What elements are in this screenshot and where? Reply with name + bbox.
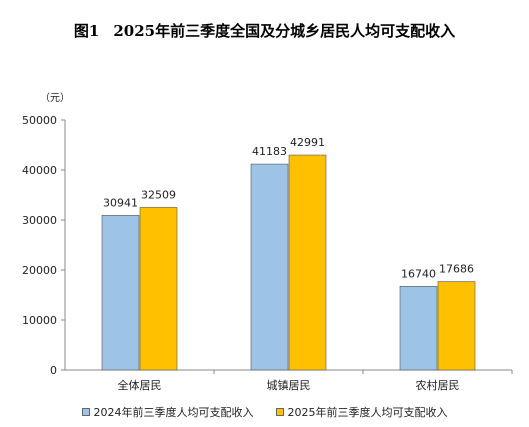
legend: 2024年前三季度人均可支配收入 2025年前三季度人均可支配收入 xyxy=(0,404,529,420)
bar xyxy=(437,281,476,371)
legend-item-2024: 2024年前三季度人均可支配收入 xyxy=(81,404,254,420)
chart-title: 图1 2025年前三季度全国及分城乡居民人均可支配收入 xyxy=(0,20,529,41)
bar-value-label: 41183 xyxy=(252,145,287,158)
y-tick-label: 30000 xyxy=(22,214,57,227)
bar-value-label: 17686 xyxy=(439,263,474,276)
bar-value-label: 32509 xyxy=(141,188,176,201)
y-tick-label: 0 xyxy=(50,364,57,377)
y-tick-label: 40000 xyxy=(22,164,57,177)
legend-swatch-2024 xyxy=(81,408,90,416)
bar-value-label: 16740 xyxy=(401,267,436,280)
x-tick-label: 城镇居民 xyxy=(267,378,311,392)
bar xyxy=(288,154,327,371)
legend-swatch-2025 xyxy=(275,408,284,416)
legend-label-2024: 2024年前三季度人均可支配收入 xyxy=(93,406,254,419)
bar xyxy=(101,214,140,371)
bar xyxy=(139,207,178,371)
axes: 0 10000 20000 30000 40000 50000 全体居民 城镇居民 农村居民 xyxy=(22,114,513,392)
bar-value-label: 30941 xyxy=(103,196,138,209)
y-tick-label: 20000 xyxy=(22,264,57,277)
title-text: 2025年前三季度全国及分城乡居民人均可支配收入 xyxy=(113,22,456,40)
bars xyxy=(101,154,476,371)
bar-value-label: 42991 xyxy=(290,136,325,149)
y-unit-label: （元） xyxy=(40,92,70,104)
bar-chart: （元） 0 10000 20000 30000 40000 50000 全体居民 城镇居民 农村… xyxy=(22,92,513,392)
legend-label-2025: 2025年前三季度人均可支配收入 xyxy=(287,406,448,419)
bar xyxy=(399,285,438,371)
y-tick-label: 50000 xyxy=(22,114,57,127)
x-tick-label: 农村居民 xyxy=(416,378,460,392)
figure-number: 图1 xyxy=(73,22,100,40)
legend-item-2025: 2025年前三季度人均可支配收入 xyxy=(275,404,448,420)
y-tick-label: 10000 xyxy=(22,314,57,327)
x-tick-label: 全体居民 xyxy=(118,378,162,392)
bar xyxy=(250,163,289,371)
